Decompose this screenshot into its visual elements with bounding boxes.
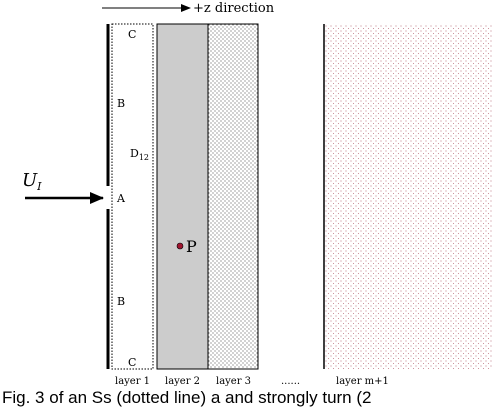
label-d: D [130, 147, 139, 160]
label-p: P [186, 237, 197, 256]
label-b-lower: B [117, 295, 125, 308]
label-c-bottom: C [128, 356, 136, 369]
layer-3-label: layer 3 [216, 376, 251, 387]
layer-1-label: layer 1 [115, 376, 150, 387]
label-d-subscript: 12 [139, 153, 149, 162]
layer-1-region [111, 23, 154, 370]
input-label: UI [22, 170, 42, 193]
layer-2-region [156, 23, 209, 370]
layer-last-label: layer m+1 [336, 376, 389, 387]
direction-label: +z direction [193, 1, 275, 16]
figure-caption: Fig. 3 of an Ss (dotted line) a and stro… [2, 388, 372, 407]
input-label-subscript: I [36, 180, 42, 193]
label-b-upper: B [117, 97, 125, 110]
label-d12: D12 [130, 147, 149, 162]
layer-last-region [324, 24, 492, 369]
point-p-marker [176, 242, 184, 250]
label-c-top: C [128, 28, 136, 41]
label-a: A [116, 192, 126, 205]
layer-3-region [207, 23, 259, 370]
layer-ellipsis: ...... [281, 376, 300, 387]
layer-2-label: layer 2 [165, 376, 200, 387]
input-label-main: U [22, 170, 38, 191]
